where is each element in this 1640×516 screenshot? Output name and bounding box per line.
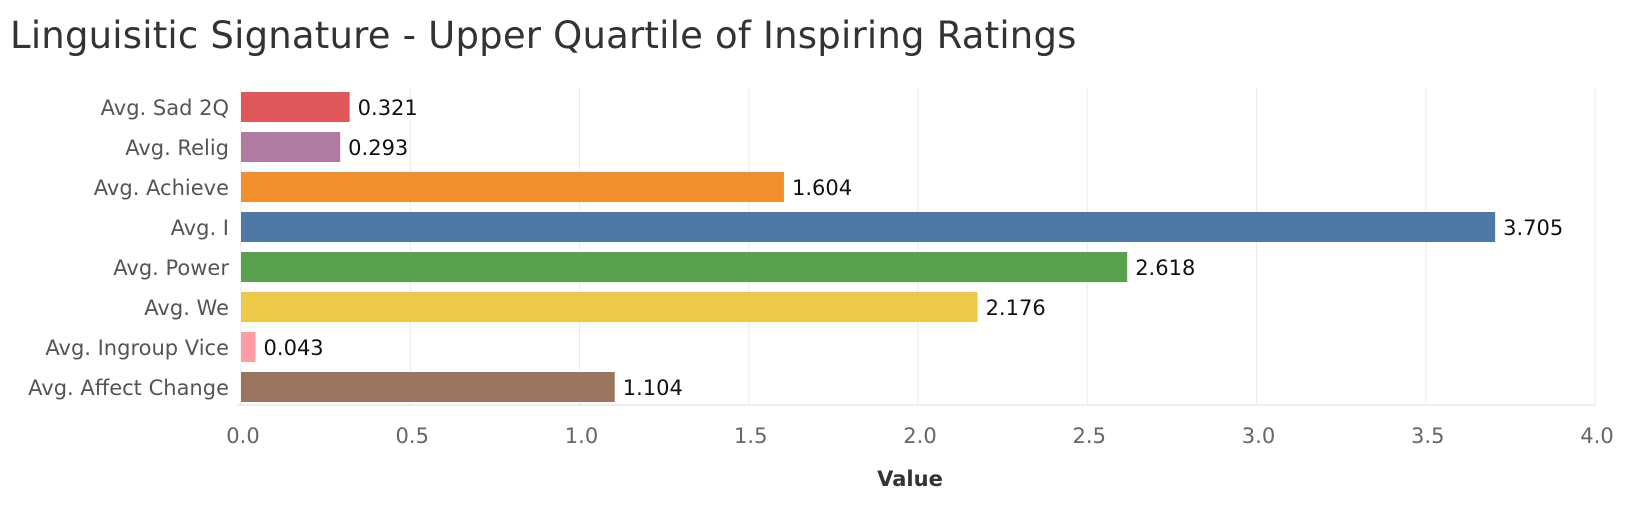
category-label: Avg. Achieve [94, 176, 229, 200]
bar [241, 252, 1128, 282]
x-tick-label: 0.0 [226, 424, 259, 448]
value-label: 0.293 [348, 136, 408, 160]
gridlines [237, 88, 1596, 406]
bar [241, 92, 350, 122]
chart-title: Linguisitic Signature - Upper Quartile o… [10, 14, 1077, 57]
value-labels: 0.321 0.293 1.604 3.705 2.618 2.176 0.043 1.104 [264, 96, 1564, 400]
bar [241, 372, 615, 402]
category-label: Avg. Ingroup Vice [45, 336, 229, 360]
bar [241, 132, 341, 162]
x-tick-label: 2.5 [1073, 424, 1106, 448]
value-label: 1.604 [792, 176, 852, 200]
x-axis-title: Value [877, 467, 943, 491]
value-label: 2.176 [986, 296, 1046, 320]
category-label: Avg. I [171, 216, 229, 240]
category-label: Avg. Relig [125, 136, 229, 160]
x-tick-label: 3.0 [1242, 424, 1275, 448]
x-tick-label: 1.5 [734, 424, 767, 448]
bar [241, 172, 784, 202]
x-axis-ticks: 0.0 0.5 1.0 1.5 2.0 2.5 3.0 3.5 4.0 [226, 424, 1613, 448]
category-label: Avg. Sad 2Q [101, 96, 229, 120]
value-label: 1.104 [623, 376, 683, 400]
category-label: Avg. We [144, 296, 229, 320]
category-labels: Avg. Sad 2Q Avg. Relig Avg. Achieve Avg. I A… [28, 96, 229, 400]
bars [241, 92, 1496, 402]
x-tick-label: 1.0 [565, 424, 598, 448]
value-label: 0.043 [264, 336, 324, 360]
x-tick-label: 4.0 [1580, 424, 1613, 448]
category-label: Avg. Power [113, 256, 229, 280]
bar [241, 332, 256, 362]
bar [241, 212, 1496, 242]
bar [241, 292, 978, 322]
x-tick-label: 2.0 [903, 424, 936, 448]
category-label: Avg. Affect Change [28, 376, 229, 400]
value-label: 0.321 [358, 96, 418, 120]
value-label: 2.618 [1135, 256, 1195, 280]
x-tick-label: 0.5 [396, 424, 429, 448]
value-label: 3.705 [1503, 216, 1563, 240]
x-tick-label: 3.5 [1411, 424, 1444, 448]
